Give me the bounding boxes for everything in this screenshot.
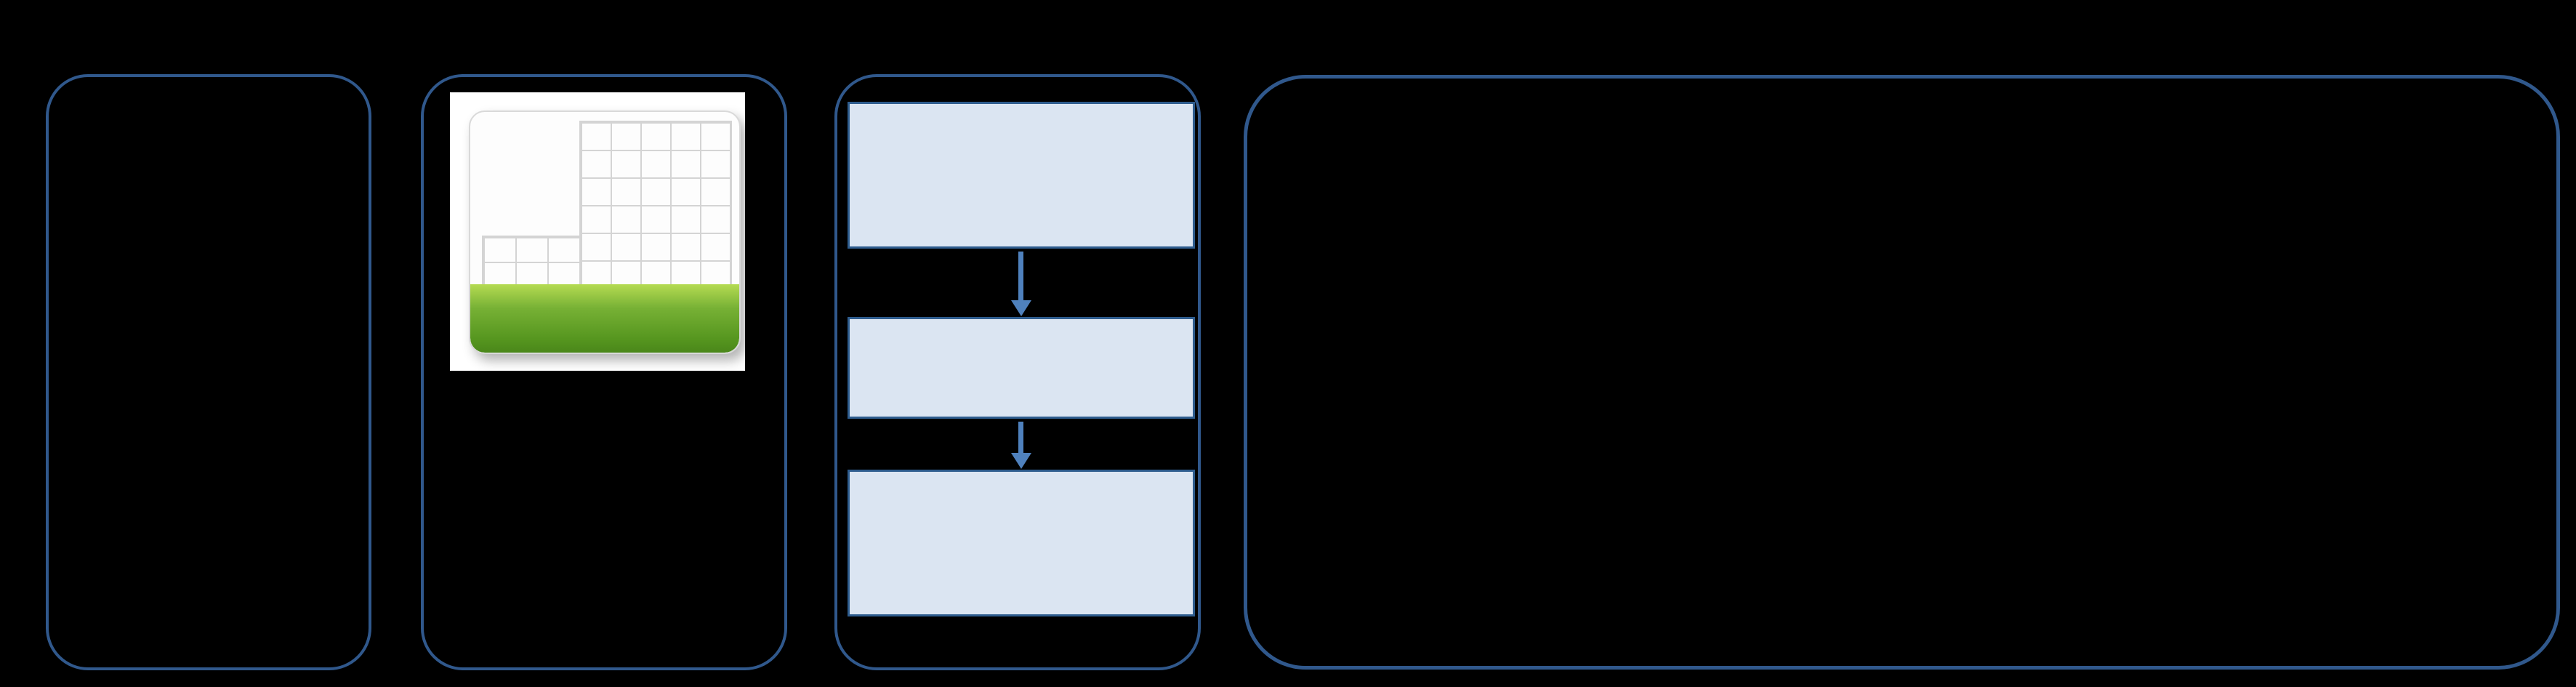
flow-arrow-down-1	[1018, 252, 1023, 301]
csv-icon-background	[450, 92, 745, 371]
results-panel	[1244, 75, 2560, 670]
statistical-model-panel	[834, 74, 1201, 670]
flow-step-wald-tests	[848, 317, 1195, 419]
input-data-panel	[46, 74, 371, 670]
flow-step-multiple-testing	[848, 470, 1195, 616]
flow-arrow-down-2	[1018, 422, 1023, 454]
flow-step-fit-model	[848, 102, 1195, 249]
csv-banner	[470, 284, 739, 353]
csv-export-panel	[421, 74, 787, 670]
csv-file-icon	[469, 111, 741, 354]
